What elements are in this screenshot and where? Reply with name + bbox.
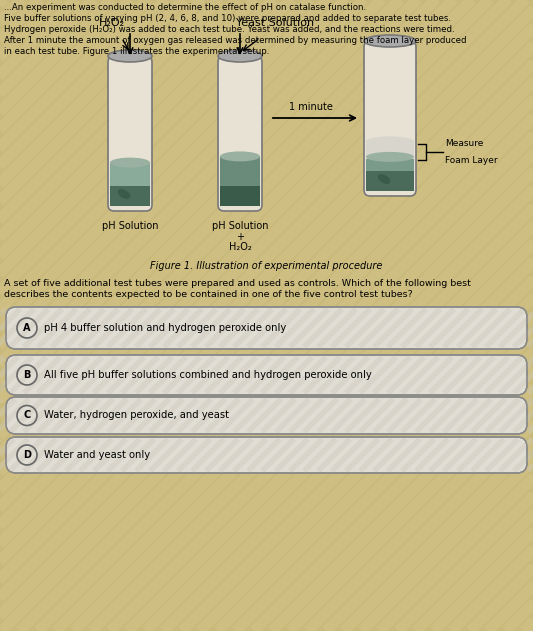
Bar <box>220 186 260 206</box>
FancyBboxPatch shape <box>364 41 416 196</box>
Bar <box>110 163 150 206</box>
Text: A: A <box>23 323 31 333</box>
Text: 1 minute: 1 minute <box>289 102 333 112</box>
Text: +: + <box>236 232 244 242</box>
Text: in each test tube. Figure 1 illustrates the experimental setup.: in each test tube. Figure 1 illustrates … <box>4 47 269 56</box>
Bar <box>220 156 260 206</box>
Text: pH Solution: pH Solution <box>212 221 268 231</box>
FancyBboxPatch shape <box>6 355 527 395</box>
Text: Five buffer solutions of varying pH (2, 4, 6, 8, and 10) were prepared and added: Five buffer solutions of varying pH (2, … <box>4 14 451 23</box>
Bar <box>110 186 150 206</box>
Ellipse shape <box>364 35 416 47</box>
Text: H₂O₂: H₂O₂ <box>229 242 252 252</box>
Text: ...An experiment was conducted to determine the effect of pH on catalase functio: ...An experiment was conducted to determ… <box>4 3 366 12</box>
Text: Foam Layer: Foam Layer <box>445 156 498 165</box>
Text: All five pH buffer solutions combined and hydrogen peroxide only: All five pH buffer solutions combined an… <box>44 370 372 380</box>
Ellipse shape <box>218 50 262 62</box>
Bar <box>366 157 414 191</box>
Text: Measure: Measure <box>445 139 483 148</box>
FancyBboxPatch shape <box>6 397 527 434</box>
Text: Figure 1. Illustration of experimental procedure: Figure 1. Illustration of experimental p… <box>150 261 382 271</box>
Ellipse shape <box>110 158 150 168</box>
Text: C: C <box>23 411 30 420</box>
Text: Yeast Solution: Yeast Solution <box>236 18 314 28</box>
Text: A set of five additional test tubes were prepared and used as controls. Which of: A set of five additional test tubes were… <box>4 279 471 288</box>
Text: After 1 minute the amount of oxygen gas released was determined by measuring the: After 1 minute the amount of oxygen gas … <box>4 36 466 45</box>
Text: H₂O₂: H₂O₂ <box>99 18 125 28</box>
FancyBboxPatch shape <box>6 307 527 349</box>
Ellipse shape <box>377 174 390 184</box>
Ellipse shape <box>118 189 131 199</box>
FancyBboxPatch shape <box>218 56 262 211</box>
Ellipse shape <box>228 189 240 199</box>
Text: pH Solution: pH Solution <box>102 221 158 231</box>
Text: Hydrogen peroxide (H₂O₂) was added to each test tube. Yeast was added, and the r: Hydrogen peroxide (H₂O₂) was added to ea… <box>4 25 455 34</box>
Ellipse shape <box>366 152 414 162</box>
Bar <box>366 171 414 191</box>
FancyBboxPatch shape <box>108 56 152 211</box>
Text: describes the contents expected to be contained in one of the five control test : describes the contents expected to be co… <box>4 290 413 299</box>
Ellipse shape <box>366 136 414 146</box>
Bar <box>366 141 414 159</box>
Ellipse shape <box>220 151 260 162</box>
Ellipse shape <box>108 50 152 62</box>
Text: pH 4 buffer solution and hydrogen peroxide only: pH 4 buffer solution and hydrogen peroxi… <box>44 323 286 333</box>
Text: Water and yeast only: Water and yeast only <box>44 450 150 460</box>
FancyBboxPatch shape <box>6 437 527 473</box>
Text: D: D <box>23 450 31 460</box>
Text: Water, hydrogen peroxide, and yeast: Water, hydrogen peroxide, and yeast <box>44 411 229 420</box>
Text: B: B <box>23 370 31 380</box>
